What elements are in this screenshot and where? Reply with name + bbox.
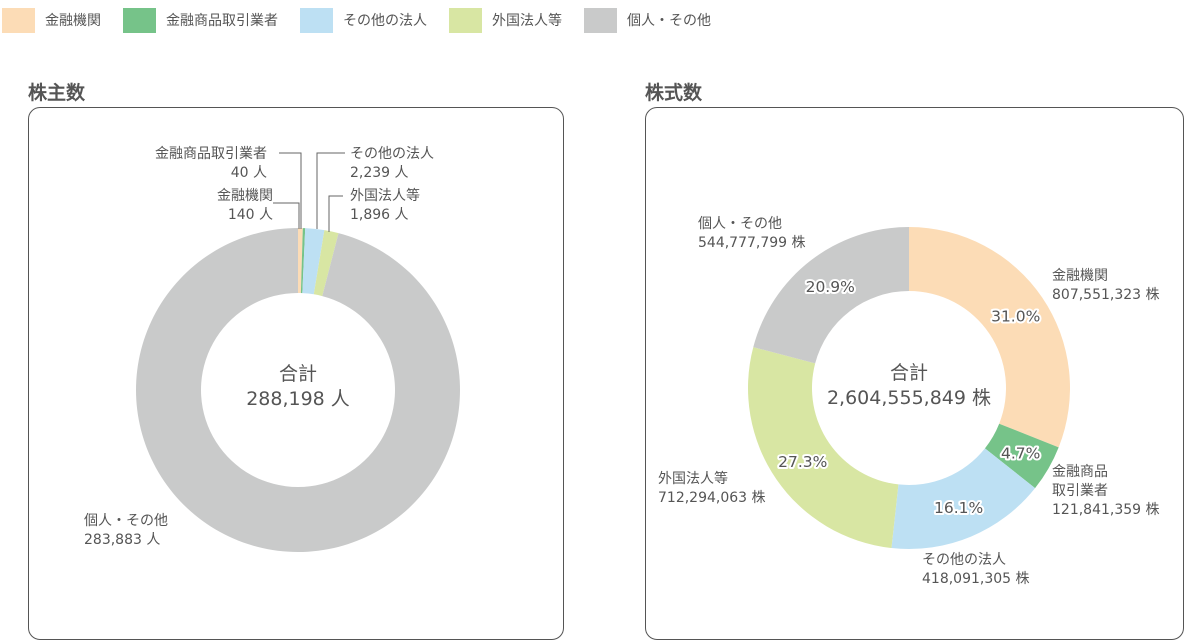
legend-label: 金融機関 [45,13,101,29]
label-foreign-corporations: 外国法人等 712,294,063 株 [658,470,766,508]
percentage-label: 16.1% [934,499,983,517]
legend-label: 外国法人等 [492,13,562,29]
legend-swatch [123,7,156,33]
donut-slice [909,227,1070,448]
label-name: その他の法人 [922,552,1006,568]
label-individuals: 個人・その他 544,777,799 株 [698,215,806,253]
donut-slice [136,228,460,552]
total-label: 合計 [278,363,317,385]
label-name: 外国法人等 [350,188,420,204]
donut-slices [136,228,460,552]
shareholders-panel: 金融商品取引業者 40 人 金融機関 140 人 その他の法人 2,239 人 … [28,107,564,640]
legend-swatch [584,7,617,33]
donut-slice [753,227,909,364]
label-securities-firms: 金融商品 取引業者 121,841,359 株 [1052,463,1160,520]
legend-label: その他の法人 [343,13,427,29]
donut-slice [300,228,306,294]
label-value: 140 人 [227,207,273,223]
legend-item-other-corporations: その他の法人 [300,7,427,33]
legend-label: 金融商品取引業者 [166,13,278,29]
label-name: 個人・その他 [84,513,168,529]
chart-legend: 金融機関 金融商品取引業者 その他の法人 外国法人等 個人・その他 [0,0,733,40]
label-financial-institutions: 金融機関 140 人 [217,187,273,225]
percentage-label: 31.0% [991,308,1040,326]
leader-lines [273,152,345,232]
shareholders-title: 株主数 [28,82,86,104]
label-name: 金融商品 [1052,464,1108,480]
total-value: 288,198 人 [246,388,350,410]
legend-label: 個人・その他 [627,13,711,29]
percentage-label: 27.3% [778,453,827,471]
label-name: その他の法人 [350,146,434,162]
label-value: 712,294,063 株 [658,490,766,506]
donut-slice [891,448,1036,549]
donut-slice [984,423,1059,489]
shares-panel: 31.0% 4.7% 16.1% 27.3% 20.9% 個人・その他 544,777,… [645,107,1184,640]
label-individuals: 個人・その他 283,883 人 [84,512,168,550]
label-name: 金融機関 [217,188,273,204]
donut-slice [748,347,899,549]
total-label: 合計 [889,362,928,384]
label-value: 283,883 人 [84,532,161,548]
label-value: 40 人 [230,165,267,181]
shares-donut-chart: 31.0% 4.7% 16.1% 27.3% 20.9% [748,227,1070,549]
legend-item-foreign-corporations: 外国法人等 [449,7,562,33]
label-value: 418,091,305 株 [922,571,1030,587]
legend-swatch [2,7,35,33]
label-value: 807,551,323 株 [1052,287,1160,303]
label-securities-firms: 金融商品取引業者 40 人 [155,145,267,183]
legend-swatch [300,7,333,33]
percentage-labels: 31.0% 4.7% 16.1% 27.3% 20.9% [776,276,1042,519]
label-other-corporations: その他の法人 418,091,305 株 [922,551,1030,589]
donut-slices [748,227,1070,549]
donut-slice [298,228,303,294]
label-value: 121,841,359 株 [1052,502,1160,518]
label-value: 2,239 人 [350,165,409,181]
label-financial-institutions: 金融機関 807,551,323 株 [1052,267,1160,305]
label-value: 1,896 人 [350,207,409,223]
shares-total: 合計 2,604,555,849 株 [809,361,1009,411]
label-foreign-corporations: 外国法人等 1,896 人 [350,187,420,225]
label-other-corporations: その他の法人 2,239 人 [350,145,434,183]
legend-item-securities-firms: 金融商品取引業者 [123,7,278,33]
legend-item-individuals: 個人・その他 [584,7,711,33]
shares-title: 株式数 [645,82,703,104]
donut-slice [313,230,339,297]
legend-swatch [449,7,482,33]
label-name: 取引業者 [1052,483,1108,499]
shareholders-total: 合計 288,198 人 [198,362,398,412]
label-name: 金融商品取引業者 [155,146,267,162]
percentage-label: 20.9% [806,278,855,296]
label-value: 544,777,799 株 [698,235,806,251]
total-value: 2,604,555,849 株 [826,387,992,409]
label-name: 外国法人等 [658,471,728,487]
label-name: 個人・その他 [698,216,782,232]
legend-item-financial-institutions: 金融機関 [2,7,101,33]
shareholders-donut-chart [136,152,460,552]
donut-slice [302,228,325,295]
percentage-label: 4.7% [1001,445,1040,463]
label-name: 金融機関 [1052,268,1108,284]
